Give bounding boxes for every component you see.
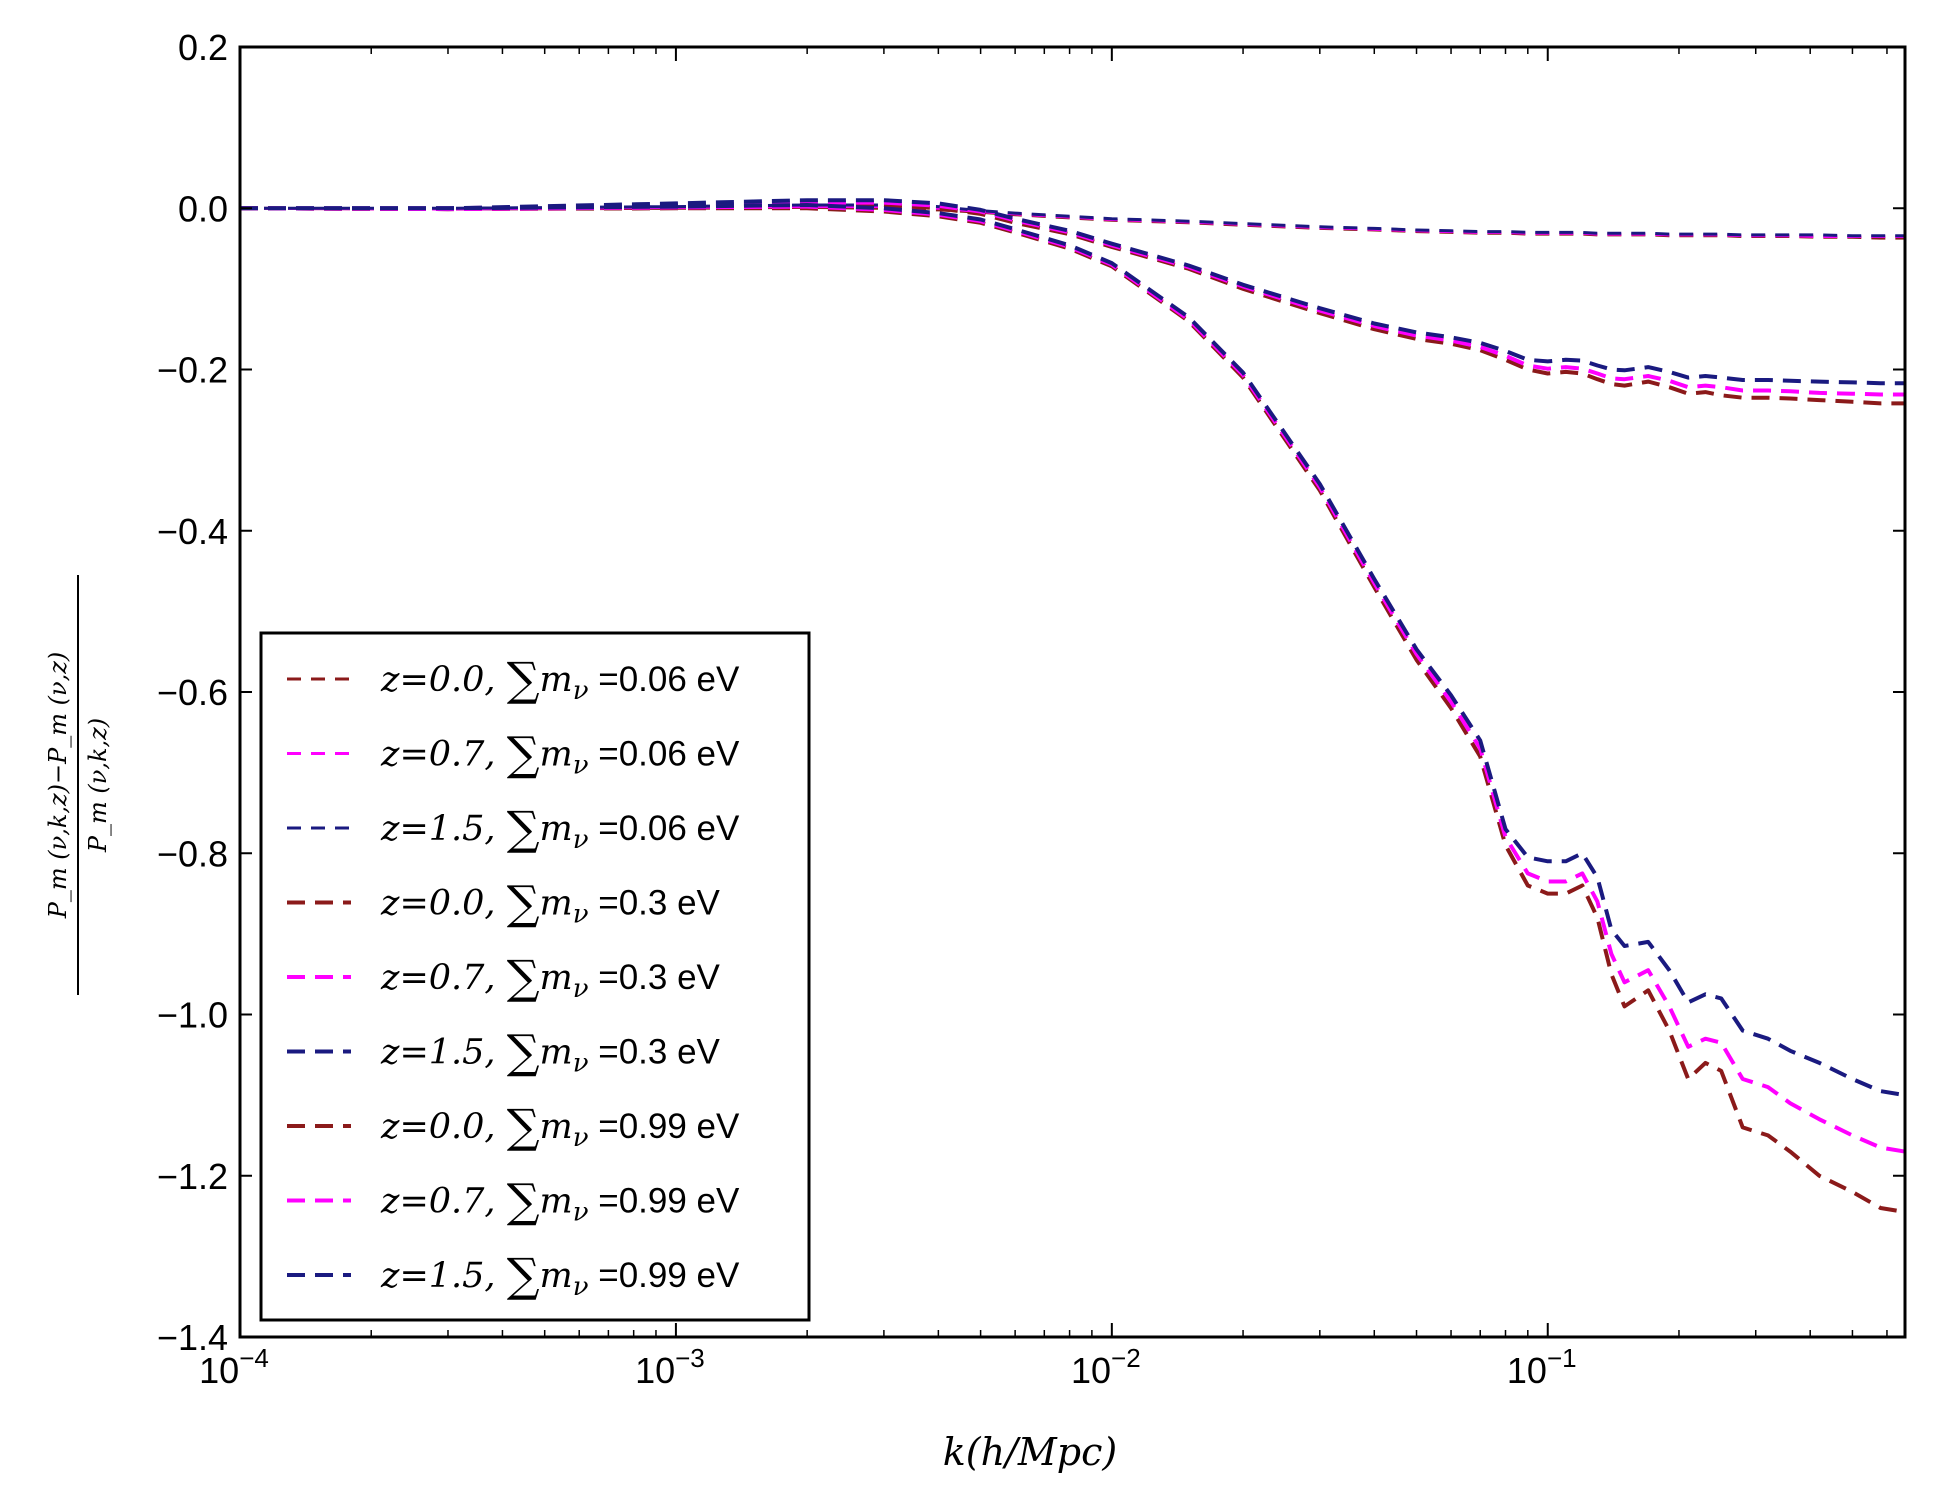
y-tick-label: −0.8 xyxy=(157,833,228,874)
y-tick-label: −0.4 xyxy=(157,511,228,552)
legend-label-8: z=0.7, ∑mν =0.99 eV xyxy=(380,1174,740,1228)
y-tick-label: −0.6 xyxy=(157,672,228,713)
legend-label-5: z=0.7, ∑mν =0.3 eV xyxy=(380,950,721,1004)
legend-box xyxy=(259,631,811,1322)
y-axis-label-denominator: P_m (ν,k,z) xyxy=(84,718,112,853)
series-layer xyxy=(239,198,1906,1214)
series-line-6 xyxy=(240,198,1905,386)
tick-layer: 0.2 0.0 −0.2 −0.4 −0.6 −0.8 −1.0 −1.2 −1.410−4 10… xyxy=(157,27,1905,1391)
legend-label-1: z=0.0, ∑mν =0.06 eV xyxy=(380,652,740,706)
y-axis-label: P_m (ν,k,z)−P_m (ν,z) P_m (ν,k,z) xyxy=(44,575,112,995)
y-tick-label: −0.2 xyxy=(157,350,228,391)
legend-label-2: z=0.7, ∑mν =0.06 eV xyxy=(380,727,740,781)
x-axis-label: k(h/Mpc) xyxy=(943,1430,1117,1474)
series-line-4 xyxy=(239,203,1905,406)
x-tick-label: 10−4 xyxy=(199,1343,269,1391)
y-axis-label-numerator: P_m (ν,k,z)−P_m (ν,z) xyxy=(44,652,72,920)
y-tick-label: 0.0 xyxy=(178,188,228,229)
x-tick-label: 10−3 xyxy=(635,1343,705,1391)
y-tick-label: −1.2 xyxy=(157,1156,228,1197)
series-line-9 xyxy=(240,203,1906,1098)
y-tick-label: 0.2 xyxy=(178,27,228,68)
y-tick-label: −1.0 xyxy=(157,995,228,1036)
x-tick-label: 10−1 xyxy=(1507,1343,1577,1391)
legend-label-4: z=0.0, ∑mν =0.3 eV xyxy=(380,876,721,930)
legend-label-6: z=1.5, ∑mν =0.3 eV xyxy=(380,1025,721,1079)
x-tick-label: 10−2 xyxy=(1071,1343,1141,1391)
legend-label-7: z=0.0, ∑mν =0.99 eV xyxy=(380,1099,740,1153)
legend-label-9: z=1.5, ∑mν =0.99 eV xyxy=(380,1248,740,1302)
legend-label-3: z=1.5, ∑mν =0.06 eV xyxy=(380,801,740,855)
legend: z=0.0, ∑mν =0.06 eV z=0.7, ∑mν =0.06 eV z=… xyxy=(259,631,811,1322)
y-tick-label: −1.4 xyxy=(157,1317,228,1358)
